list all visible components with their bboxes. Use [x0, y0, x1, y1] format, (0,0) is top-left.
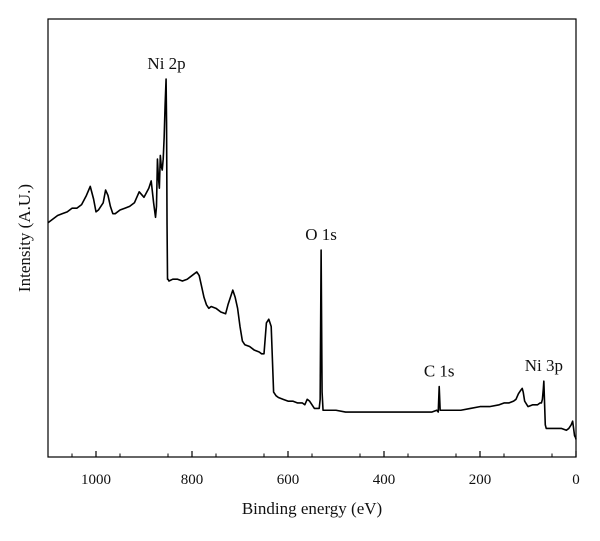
x-axis-tick-labels: 1000 800 600 400 200 0	[81, 472, 580, 488]
x-tick-label-0: 0	[572, 472, 580, 488]
annotation-o-1s: O 1s	[305, 225, 337, 244]
x-tick-label-200: 200	[469, 472, 492, 488]
x-tick-label-600: 600	[277, 472, 300, 488]
y-axis-label: Intensity (A.U.)	[15, 184, 34, 292]
x-tick-label-800: 800	[181, 472, 204, 488]
x-tick-label-1000: 1000	[81, 472, 111, 488]
annotation-ni-2p: Ni 2p	[147, 54, 185, 73]
spectrum-line-0	[47, 78, 577, 440]
annotation-ni-3p: Ni 3p	[525, 356, 563, 375]
x-axis-label: Binding energy (eV)	[242, 499, 382, 518]
peak-annotations: Ni 2p O 1s C 1s Ni 3p	[147, 54, 563, 381]
annotation-c-1s: C 1s	[424, 362, 455, 381]
x-tick-label-400: 400	[373, 472, 396, 488]
series-layer	[47, 78, 577, 440]
x-axis-ticks	[71, 451, 577, 457]
